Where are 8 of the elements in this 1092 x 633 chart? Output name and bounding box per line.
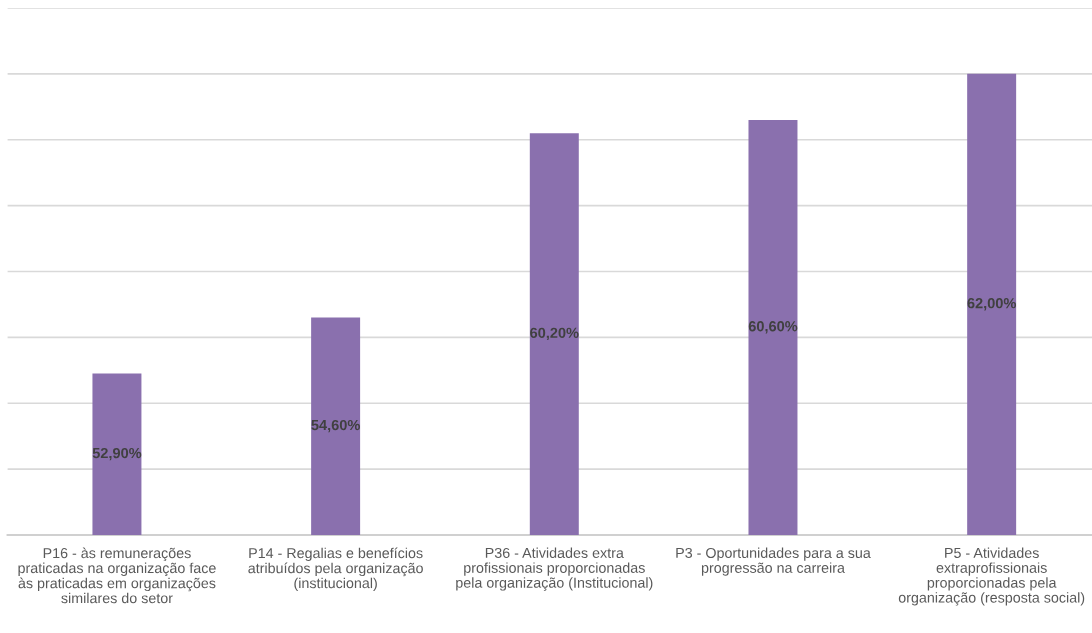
x-tick-label: P3 - Oportunidades para a sua progressão na carreira bbox=[676, 547, 871, 576]
x-tick-label: P5 - Atividades extraprofissionais proporcionadas pela organização (resposta social) bbox=[898, 547, 1085, 606]
data-label: 54,60% bbox=[311, 419, 360, 433]
x-tick-label: P16 - às remunerações praticadas na organização face às praticadas em organizações similares do setor bbox=[18, 547, 216, 604]
x-tick-label: P36 - Atividades extra profissionais proporcionadas pela organização (Institucional) bbox=[456, 547, 653, 591]
data-label: 60,20% bbox=[530, 327, 579, 341]
x-tick-label: P14 - Regalias e benefícios atribuídos pela organização (institucional) bbox=[248, 547, 423, 592]
data-label: 62,00% bbox=[967, 298, 1017, 311]
